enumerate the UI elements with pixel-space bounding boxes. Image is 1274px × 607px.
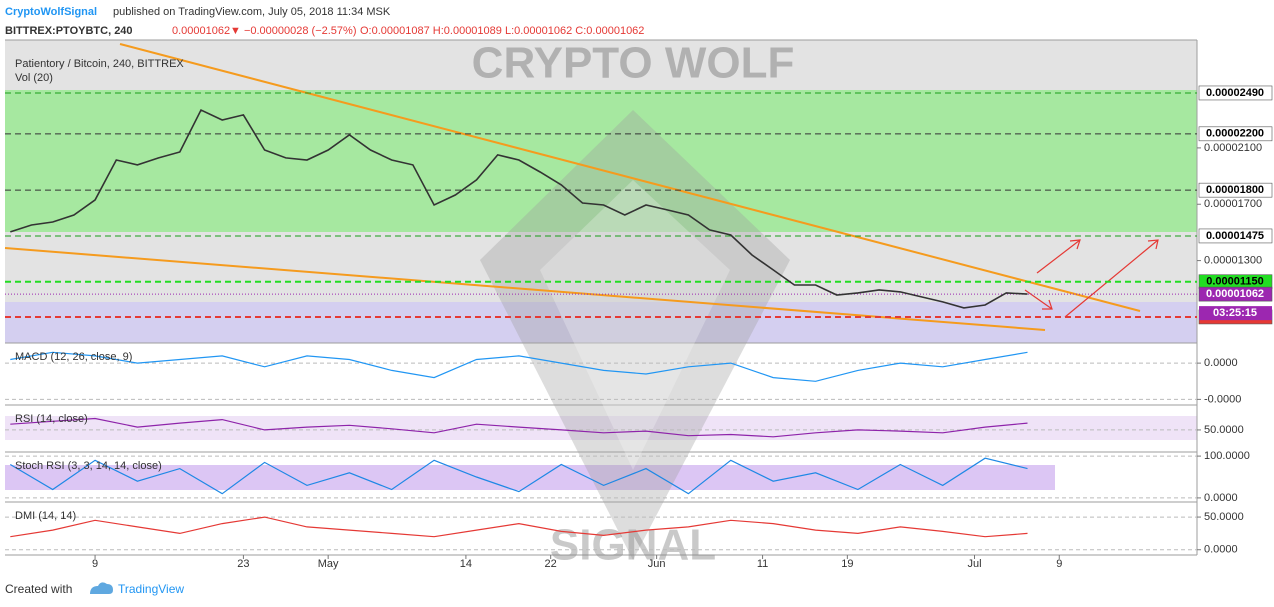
x-tick-label: 23 <box>237 558 249 570</box>
y-tick-label: 0.00001300 <box>1204 255 1262 267</box>
y-tick-label: 0.0000 <box>1204 544 1238 556</box>
data-line <box>10 516 1028 538</box>
countdown-box <box>1199 306 1272 321</box>
level-label-box <box>1198 286 1273 302</box>
x-tick-label: 22 <box>545 558 557 570</box>
level-label: 0.00002490 <box>1206 87 1264 99</box>
footer-created: Created with <box>5 582 72 596</box>
data-line <box>10 351 1028 382</box>
data-line <box>10 417 1028 438</box>
x-tick-label: May <box>318 558 339 570</box>
x-tick-label: 11 <box>757 558 768 570</box>
pane-title: Patientory / Bitcoin, 240, BITTREX <box>15 58 184 70</box>
pane-subtitle: Vol (20) <box>15 72 53 84</box>
pane-title: Stoch RSI (3, 3, 14, 14, close) <box>15 460 162 472</box>
watermark-top: CRYPTO WOLF <box>472 39 795 88</box>
x-tick-label: Jun <box>648 558 666 570</box>
y-tick-label: 0.0000 <box>1204 492 1238 504</box>
level-label: 0.00001062 <box>1206 288 1264 300</box>
tv-logo <box>90 582 113 594</box>
y-tick-label: -0.0000 <box>1204 393 1241 405</box>
dmi-pane <box>5 504 1197 553</box>
green-zone <box>5 90 1197 232</box>
footer-brand[interactable]: TradingView <box>118 582 184 596</box>
lavender-zone <box>5 302 1197 343</box>
pane-borders <box>5 39 1198 556</box>
level-label-box <box>1198 228 1273 244</box>
pane-title: MACD (12, 26, close, 9) <box>15 351 132 363</box>
pane-title: DMI (14, 14) <box>15 510 76 522</box>
data-line <box>9 457 1028 495</box>
x-tick-label: 19 <box>841 558 853 570</box>
countdown: 03:25:15 <box>1213 307 1257 319</box>
level-label: 0.00001150 <box>1206 276 1264 288</box>
watermark-bottom: SIGNAL <box>550 521 716 570</box>
macd-pane <box>5 345 1197 403</box>
y-tick-label: 0.0000 <box>1204 357 1238 369</box>
arrows <box>1024 239 1159 318</box>
pane-title: RSI (14, close) <box>15 413 88 425</box>
data-line <box>10 108 1028 309</box>
ohlc: O:0.00001087 H:0.00001089 L:0.00001062 C… <box>360 25 644 37</box>
y-tick-label: 100.0000 <box>1204 450 1250 462</box>
y-tick-label: 0.00001700 <box>1204 198 1262 210</box>
rsi-band <box>5 416 1197 440</box>
published: published on TradingView.com, July 05, 2… <box>113 6 391 18</box>
last-price: 0.00001062 <box>172 25 230 37</box>
x-tick-label: Jul <box>967 558 981 570</box>
y-tick-label: 50.0000 <box>1204 511 1244 523</box>
level-label-box <box>1198 126 1273 142</box>
watermark-emblem-inner <box>540 180 730 470</box>
trend-line <box>4 247 1046 331</box>
x-tick-label: 9 <box>92 558 98 570</box>
y-tick-label: 0.00002100 <box>1204 142 1262 154</box>
watermark-emblem <box>480 110 790 560</box>
y-tick-label: 50.0000 <box>1204 424 1244 436</box>
level-label-box <box>1198 85 1273 101</box>
level-label-box <box>1198 182 1273 198</box>
author[interactable]: CryptoWolfSignal <box>5 6 97 18</box>
change: ▼ −0.00000028 (−2.57%) <box>230 25 356 37</box>
trend-line <box>119 43 1141 312</box>
x-tick-label: 9 <box>1056 558 1062 570</box>
stoch-band <box>5 465 1055 490</box>
level-label: 0.00001800 <box>1206 184 1264 196</box>
level-label: 0.00001475 <box>1206 230 1264 242</box>
symbol: BITTREX:PTOYBTC, 240 <box>5 25 133 37</box>
x-tick-label: 14 <box>460 558 472 570</box>
level-label: 0.00002200 <box>1206 128 1264 140</box>
